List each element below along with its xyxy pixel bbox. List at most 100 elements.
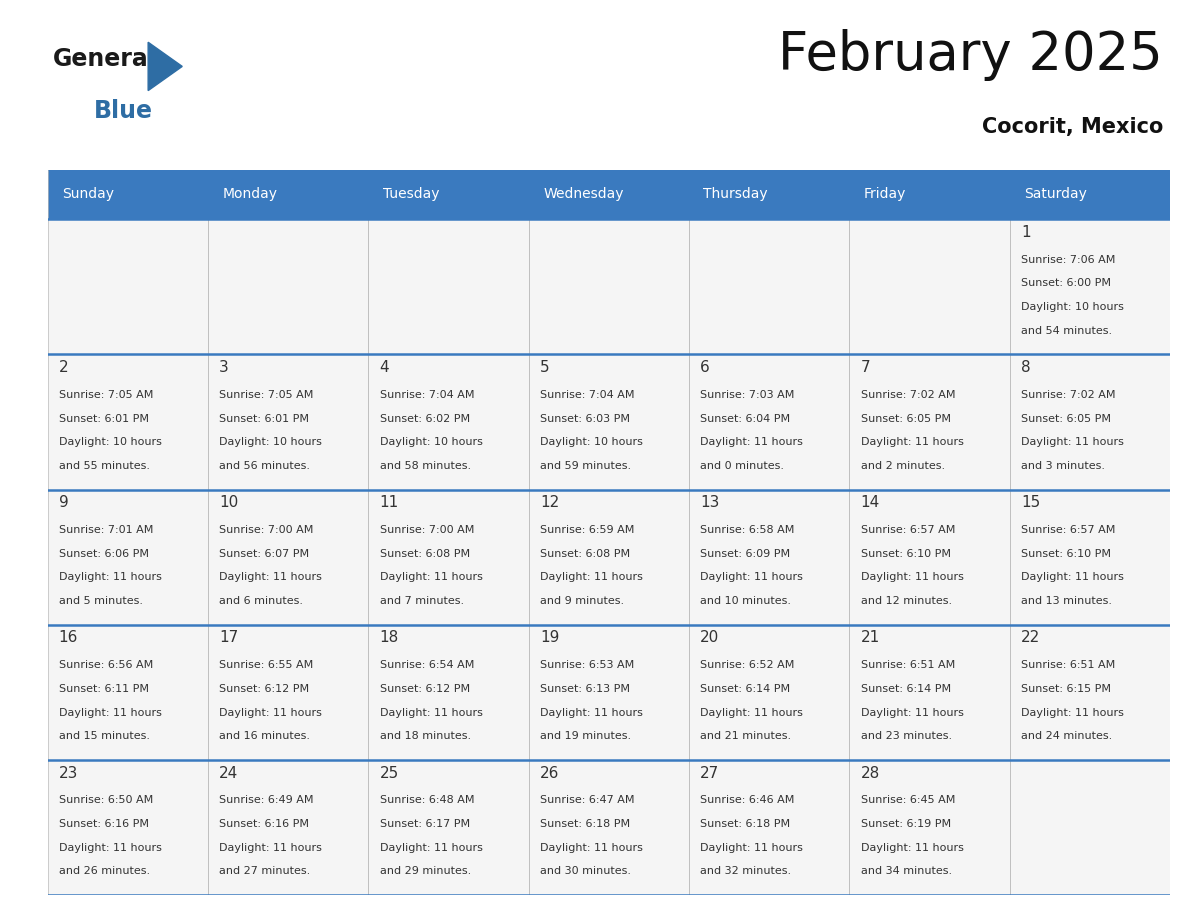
Text: Sunset: 6:14 PM: Sunset: 6:14 PM bbox=[700, 684, 790, 694]
Text: 7: 7 bbox=[860, 360, 871, 375]
Text: Sunset: 6:13 PM: Sunset: 6:13 PM bbox=[539, 684, 630, 694]
Text: Sunrise: 6:49 AM: Sunrise: 6:49 AM bbox=[219, 795, 314, 805]
Text: Daylight: 11 hours: Daylight: 11 hours bbox=[700, 708, 803, 718]
Text: Daylight: 11 hours: Daylight: 11 hours bbox=[860, 437, 963, 447]
Text: 13: 13 bbox=[700, 496, 720, 510]
Bar bbox=[849, 354, 1010, 489]
Text: Sunrise: 6:54 AM: Sunrise: 6:54 AM bbox=[379, 660, 474, 670]
Text: and 18 minutes.: and 18 minutes. bbox=[379, 732, 470, 741]
Text: Sunset: 6:07 PM: Sunset: 6:07 PM bbox=[219, 549, 309, 559]
Text: 16: 16 bbox=[58, 631, 78, 645]
Bar bbox=[1010, 170, 1170, 219]
Text: and 59 minutes.: and 59 minutes. bbox=[539, 461, 631, 471]
Bar bbox=[689, 489, 849, 624]
Text: Daylight: 11 hours: Daylight: 11 hours bbox=[700, 437, 803, 447]
Bar bbox=[208, 760, 368, 895]
Text: Daylight: 11 hours: Daylight: 11 hours bbox=[219, 708, 322, 718]
Text: and 13 minutes.: and 13 minutes. bbox=[1020, 596, 1112, 606]
Text: Sunset: 6:02 PM: Sunset: 6:02 PM bbox=[379, 413, 469, 423]
Text: Saturday: Saturday bbox=[1024, 187, 1087, 201]
Text: Sunset: 6:03 PM: Sunset: 6:03 PM bbox=[539, 413, 630, 423]
Bar bbox=[689, 624, 849, 760]
Text: and 12 minutes.: and 12 minutes. bbox=[860, 596, 952, 606]
Text: Sunrise: 6:58 AM: Sunrise: 6:58 AM bbox=[700, 525, 795, 535]
Bar bbox=[849, 624, 1010, 760]
Text: Sunset: 6:18 PM: Sunset: 6:18 PM bbox=[700, 819, 790, 829]
Text: Sunset: 6:15 PM: Sunset: 6:15 PM bbox=[1020, 684, 1111, 694]
Text: 25: 25 bbox=[379, 766, 399, 780]
Text: 24: 24 bbox=[219, 766, 239, 780]
Text: Sunrise: 6:47 AM: Sunrise: 6:47 AM bbox=[539, 795, 634, 805]
Text: Sunset: 6:08 PM: Sunset: 6:08 PM bbox=[539, 549, 630, 559]
Bar bbox=[849, 219, 1010, 354]
Text: and 21 minutes.: and 21 minutes. bbox=[700, 732, 791, 741]
Text: Sunset: 6:01 PM: Sunset: 6:01 PM bbox=[58, 413, 148, 423]
Text: 4: 4 bbox=[379, 360, 390, 375]
Text: and 16 minutes.: and 16 minutes. bbox=[219, 732, 310, 741]
Bar bbox=[48, 219, 208, 354]
Text: Sunrise: 6:46 AM: Sunrise: 6:46 AM bbox=[700, 795, 795, 805]
Text: Sunset: 6:11 PM: Sunset: 6:11 PM bbox=[58, 684, 148, 694]
Text: 8: 8 bbox=[1020, 360, 1031, 375]
Text: Sunset: 6:01 PM: Sunset: 6:01 PM bbox=[219, 413, 309, 423]
Text: 22: 22 bbox=[1020, 631, 1041, 645]
Text: Sunrise: 6:45 AM: Sunrise: 6:45 AM bbox=[860, 795, 955, 805]
Bar bbox=[368, 219, 529, 354]
Text: Sunrise: 6:52 AM: Sunrise: 6:52 AM bbox=[700, 660, 795, 670]
Bar bbox=[48, 760, 208, 895]
Bar bbox=[1010, 760, 1170, 895]
Text: Thursday: Thursday bbox=[703, 187, 769, 201]
Text: Daylight: 11 hours: Daylight: 11 hours bbox=[700, 843, 803, 853]
Bar bbox=[48, 489, 208, 624]
Text: Monday: Monday bbox=[222, 187, 277, 201]
Text: Sunset: 6:00 PM: Sunset: 6:00 PM bbox=[1020, 278, 1111, 288]
Text: Daylight: 11 hours: Daylight: 11 hours bbox=[539, 843, 643, 853]
Bar bbox=[689, 354, 849, 489]
Text: and 34 minutes.: and 34 minutes. bbox=[860, 867, 952, 877]
Text: 2: 2 bbox=[58, 360, 69, 375]
Bar bbox=[849, 489, 1010, 624]
Text: Daylight: 11 hours: Daylight: 11 hours bbox=[860, 708, 963, 718]
Text: and 3 minutes.: and 3 minutes. bbox=[1020, 461, 1105, 471]
Text: Daylight: 11 hours: Daylight: 11 hours bbox=[700, 572, 803, 582]
Text: 17: 17 bbox=[219, 631, 239, 645]
Text: 12: 12 bbox=[539, 496, 560, 510]
Text: Daylight: 11 hours: Daylight: 11 hours bbox=[58, 843, 162, 853]
Bar bbox=[849, 760, 1010, 895]
Text: Sunset: 6:10 PM: Sunset: 6:10 PM bbox=[860, 549, 950, 559]
Text: Sunday: Sunday bbox=[62, 187, 114, 201]
Bar bbox=[48, 170, 208, 219]
Bar bbox=[689, 170, 849, 219]
Text: Sunrise: 7:05 AM: Sunrise: 7:05 AM bbox=[58, 390, 153, 400]
Text: and 54 minutes.: and 54 minutes. bbox=[1020, 326, 1112, 336]
Text: Daylight: 11 hours: Daylight: 11 hours bbox=[219, 843, 322, 853]
Text: Daylight: 11 hours: Daylight: 11 hours bbox=[1020, 572, 1124, 582]
Text: Sunset: 6:18 PM: Sunset: 6:18 PM bbox=[539, 819, 630, 829]
Bar bbox=[368, 760, 529, 895]
Text: 21: 21 bbox=[860, 631, 880, 645]
Bar bbox=[689, 219, 849, 354]
Text: Daylight: 11 hours: Daylight: 11 hours bbox=[58, 572, 162, 582]
Text: Sunrise: 6:51 AM: Sunrise: 6:51 AM bbox=[860, 660, 955, 670]
Text: Sunset: 6:06 PM: Sunset: 6:06 PM bbox=[58, 549, 148, 559]
Text: 15: 15 bbox=[1020, 496, 1041, 510]
Text: Daylight: 10 hours: Daylight: 10 hours bbox=[539, 437, 643, 447]
Text: Blue: Blue bbox=[94, 98, 153, 122]
Text: Sunrise: 7:02 AM: Sunrise: 7:02 AM bbox=[860, 390, 955, 400]
Text: 18: 18 bbox=[379, 631, 399, 645]
Text: and 15 minutes.: and 15 minutes. bbox=[58, 732, 150, 741]
Bar bbox=[208, 489, 368, 624]
Text: and 0 minutes.: and 0 minutes. bbox=[700, 461, 784, 471]
Text: General: General bbox=[52, 48, 157, 72]
Text: Sunrise: 6:57 AM: Sunrise: 6:57 AM bbox=[1020, 525, 1116, 535]
Text: Sunset: 6:12 PM: Sunset: 6:12 PM bbox=[379, 684, 469, 694]
Text: Sunrise: 7:04 AM: Sunrise: 7:04 AM bbox=[379, 390, 474, 400]
Text: Sunset: 6:19 PM: Sunset: 6:19 PM bbox=[860, 819, 950, 829]
Bar bbox=[529, 170, 689, 219]
Text: Sunrise: 6:53 AM: Sunrise: 6:53 AM bbox=[539, 660, 634, 670]
Bar bbox=[208, 624, 368, 760]
Text: Sunrise: 6:51 AM: Sunrise: 6:51 AM bbox=[1020, 660, 1116, 670]
Text: Daylight: 11 hours: Daylight: 11 hours bbox=[58, 708, 162, 718]
Text: 10: 10 bbox=[219, 496, 239, 510]
Text: and 7 minutes.: and 7 minutes. bbox=[379, 596, 463, 606]
